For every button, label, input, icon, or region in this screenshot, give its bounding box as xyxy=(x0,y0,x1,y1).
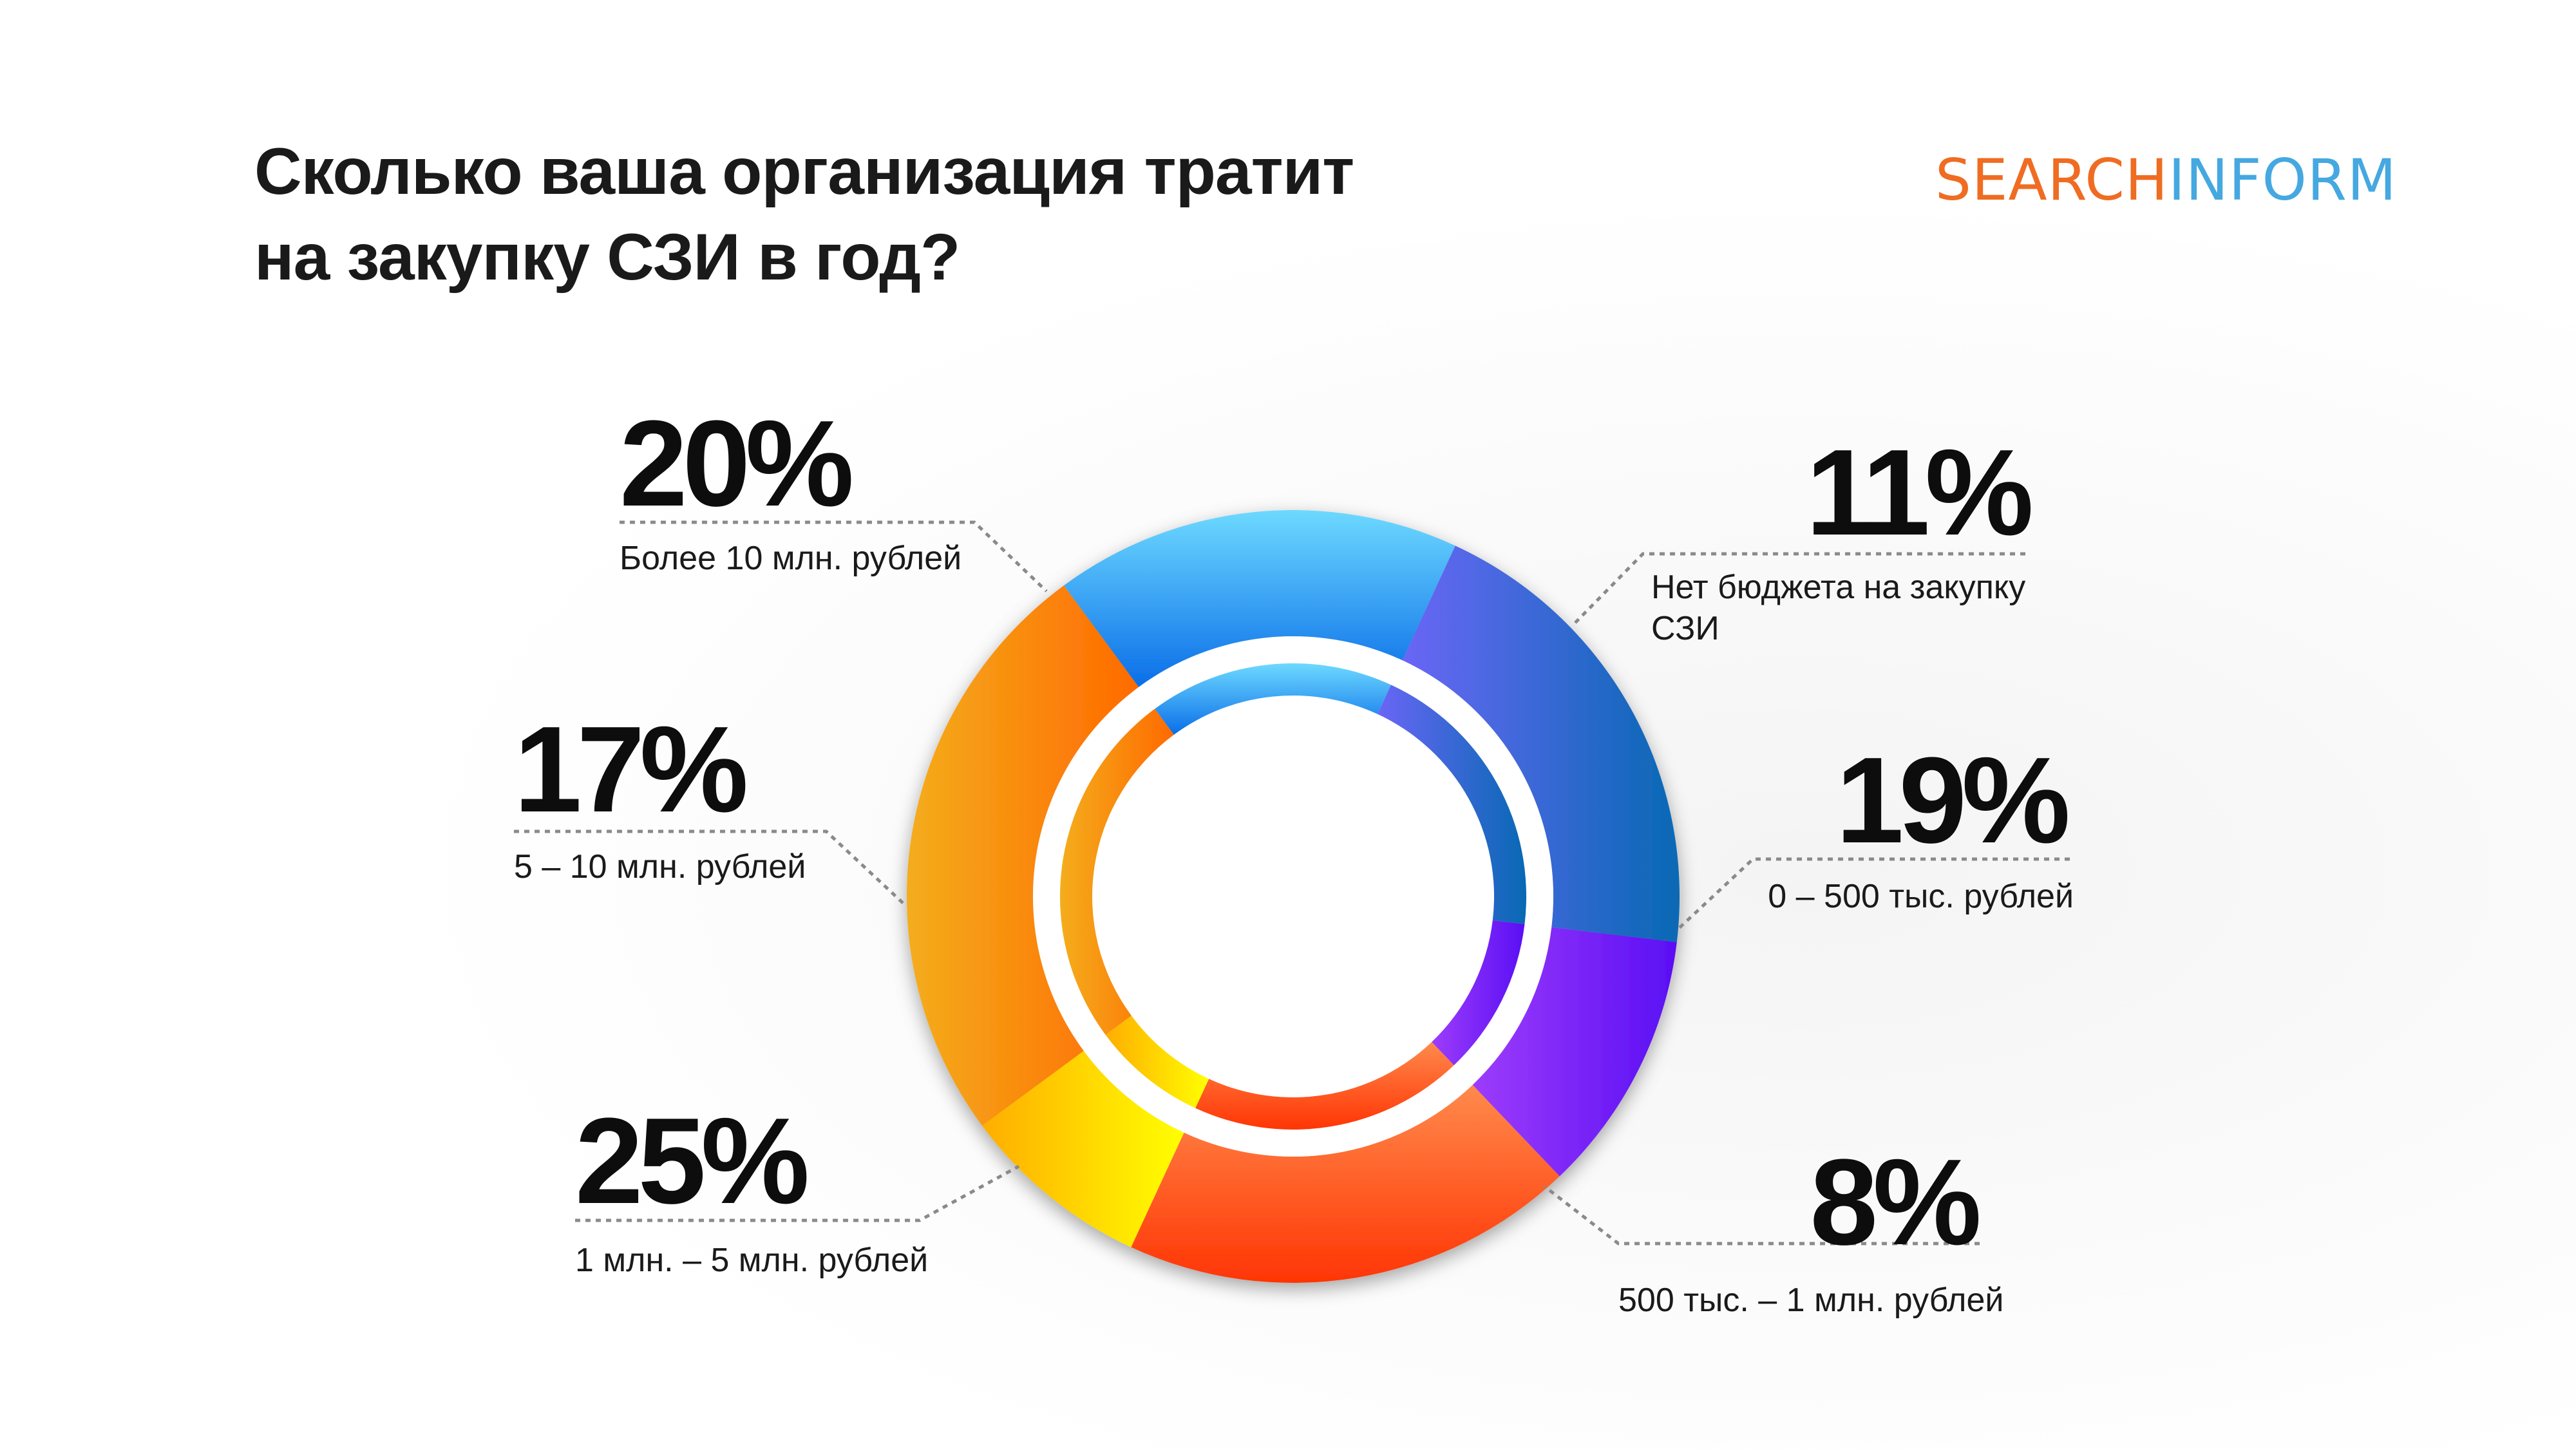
logo-part-2: INFORM xyxy=(2168,147,2397,213)
category-label-17: 5 – 10 млн. рублей xyxy=(514,848,806,886)
leader-line-8 xyxy=(1543,1185,1980,1245)
ring-gap xyxy=(1033,636,1553,1157)
logo-part-1: SEARCH xyxy=(1935,147,2169,213)
value-label-8: 8% xyxy=(1810,1134,1982,1271)
leader-line-25 xyxy=(575,1164,1020,1222)
value-label-25: 25% xyxy=(575,1093,810,1229)
page-title: Сколько ваша организация тратит на закуп… xyxy=(254,129,1354,300)
value-label-20: 20% xyxy=(620,395,854,532)
category-label-25: 1 млн. – 5 млн. рублей xyxy=(575,1242,929,1279)
leader-line-19 xyxy=(1674,857,2070,933)
inner-slice-20 xyxy=(1377,685,1527,924)
value-label-19: 19% xyxy=(1835,732,2070,869)
outer-slice-19 xyxy=(1131,1084,1560,1283)
inner-slice-25 xyxy=(1060,708,1174,1035)
outer-slice-20 xyxy=(1402,545,1680,943)
inner-slice-11 xyxy=(1432,920,1525,1066)
outer-slice-25 xyxy=(906,585,1139,1126)
outer-ring xyxy=(906,509,1680,1283)
category-label-8: 500 тыс. – 1 млн. рублей xyxy=(1618,1282,2004,1319)
category-label-20: Более 10 млн. рублей xyxy=(620,540,962,577)
outer-slice-8 xyxy=(982,1050,1184,1247)
searchinform-logo: SEARCHINFORM xyxy=(1935,147,2397,213)
leader-line-11 xyxy=(1573,552,2025,625)
leader-line-20 xyxy=(620,520,1048,592)
title-line-2: на закупку СЗИ в год? xyxy=(254,220,960,294)
leader-line-17 xyxy=(514,829,905,905)
outer-slice-11 xyxy=(1472,927,1677,1177)
inner-slice-19 xyxy=(1195,1041,1454,1130)
category-label-19: 0 – 500 тыс. рублей xyxy=(1768,878,2074,915)
title-line-1: Сколько ваша организация тратит xyxy=(254,135,1354,208)
category-label-11: Нет бюджета на закупку СЗИ xyxy=(1651,569,2026,647)
inner-slice-17 xyxy=(1155,663,1391,735)
outer-slice-17 xyxy=(1063,509,1455,687)
value-label-11: 11% xyxy=(1806,424,2034,561)
inner-slice-8 xyxy=(1105,1016,1209,1108)
inner-ring xyxy=(1060,663,1527,1130)
leader-lines xyxy=(514,520,2070,1245)
value-label-17: 17% xyxy=(514,701,748,838)
